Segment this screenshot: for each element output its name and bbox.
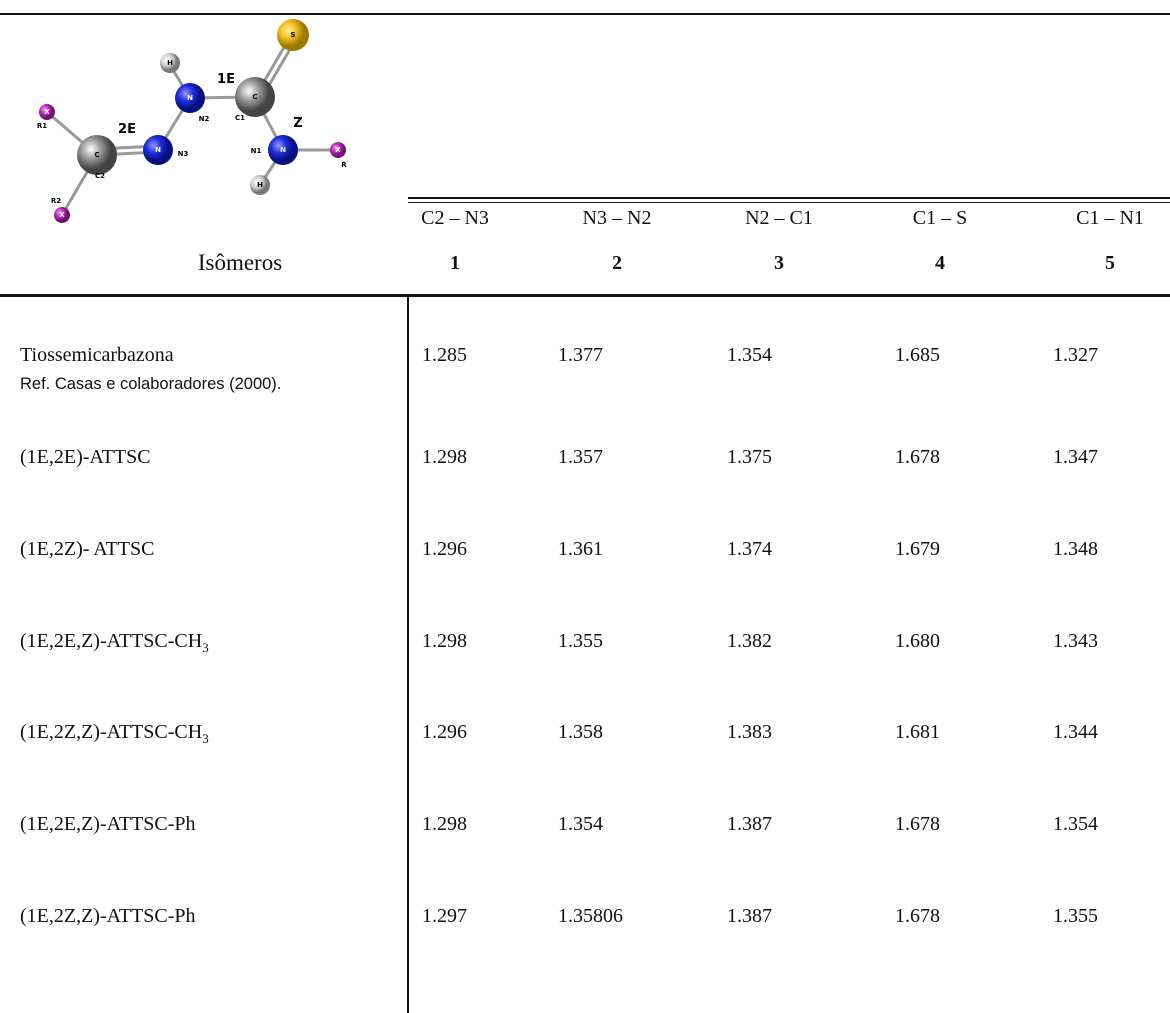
atom-label: H [257,181,263,189]
header-rule [408,197,1170,199]
diagram-label: 1E [217,72,235,87]
molecule-diagram: X C N N H C S N H X X R1 2E C2 N3 N2 1E … [0,15,400,230]
cell: 1.358 [558,720,603,744]
column-number: 3 [774,251,784,275]
diagram-label: N3 [178,150,189,158]
cell: 1.298 [422,812,467,836]
cell: 1.347 [1053,445,1098,469]
cell: 1.296 [422,537,467,561]
atom-label: C [252,93,257,101]
column-header: N3 – N2 [583,206,652,230]
cell: 1.361 [558,537,603,561]
column-number: 2 [612,251,622,275]
cell: 1.678 [895,812,940,836]
row-label-text: Tiossemicarbazona [20,344,174,366]
atom-label: N [280,146,286,154]
cell: 1.354 [1053,812,1098,836]
cell: 1.678 [895,445,940,469]
cell: 1.343 [1053,629,1098,653]
diagram-label: R1 [37,122,47,130]
diagram-label: R [341,161,347,169]
row-label-text: (1E,2Z,Z)-ATTSC-CH [20,721,202,743]
diagram-label: N2 [199,115,210,123]
diagram-label: N1 [251,147,262,155]
row-label: (1E,2Z,Z)-ATTSC-Ph [20,904,196,928]
cell: 1.297 [422,904,467,928]
cell: 1.298 [422,445,467,469]
cell: 1.348 [1053,537,1098,561]
cell: 1.382 [727,629,772,653]
cell: 1.357 [558,445,603,469]
cell: 1.355 [558,629,603,653]
column-number: 5 [1105,251,1115,275]
column-number: 4 [935,251,945,275]
atom-label: N [155,146,161,154]
cell: 1.678 [895,904,940,928]
atom-label: S [290,31,295,39]
cell: 1.685 [895,343,940,367]
header-bottom-rule [0,294,1170,297]
cell: 1.383 [727,720,772,744]
cell: 1.344 [1053,720,1098,744]
row-label: (1E,2E)-ATTSC [20,445,151,469]
row-label: (1E,2Z)- ATTSC [20,537,154,561]
cell: 1.374 [727,537,772,561]
column-divider [407,297,409,1013]
cell: 1.285 [422,343,467,367]
diagram-label: Z [293,116,302,131]
atom-label: H [167,59,173,67]
row-label-text: (1E,2Z,Z)-ATTSC-Ph [20,905,196,927]
atom-label: X [335,146,341,154]
atom-label: X [44,108,50,116]
row-label-subscript: 3 [202,640,209,655]
cell: 1.387 [727,904,772,928]
row-label-text: (1E,2E,Z)-ATTSC-Ph [20,813,196,835]
atom-label: C [94,151,99,159]
cell: 1.355 [1053,904,1098,928]
column-header: C1 – N1 [1076,206,1144,230]
cell: 1.35806 [558,904,623,928]
cell: 1.387 [727,812,772,836]
cell: 1.377 [558,343,603,367]
row-label: Tiossemicarbazona [20,343,174,367]
column-header: N2 – C1 [745,206,813,230]
cell: 1.354 [727,343,772,367]
row-label: (1E,2E,Z)-ATTSC-Ph [20,812,196,836]
diagram-label: C2 [95,172,105,180]
cell: 1.327 [1053,343,1098,367]
column-header: C1 – S [913,206,967,230]
row-label-text: (1E,2Z)- ATTSC [20,538,154,560]
cell: 1.298 [422,629,467,653]
cell: 1.680 [895,629,940,653]
column-header: C2 – N3 [421,206,489,230]
row-label-text: (1E,2E)-ATTSC [20,446,151,468]
cell: 1.375 [727,445,772,469]
row-label-text: (1E,2E,Z)-ATTSC-CH [20,630,202,652]
row-label: (1E,2Z,Z)-ATTSC-CH3 [20,720,209,751]
row-note: Ref. Casas e colaboradores (2000). [20,372,281,396]
cell: 1.296 [422,720,467,744]
diagram-label: R2 [51,197,61,205]
cell: 1.354 [558,812,603,836]
diagram-label: C1 [235,114,245,122]
page: X C N N H C S N H X X R1 2E C2 N3 N2 1E … [0,0,1170,1013]
cell: 1.681 [895,720,940,744]
row-label-subscript: 3 [202,731,209,746]
column-number: 1 [450,251,460,275]
atom-label: N [187,94,193,102]
atom-label: X [59,211,65,219]
cell: 1.679 [895,537,940,561]
diagram-label: 2E [118,122,136,137]
header-rule [408,202,1170,203]
row-label: (1E,2E,Z)-ATTSC-CH3 [20,629,209,660]
row-header: Isômeros [198,251,282,275]
